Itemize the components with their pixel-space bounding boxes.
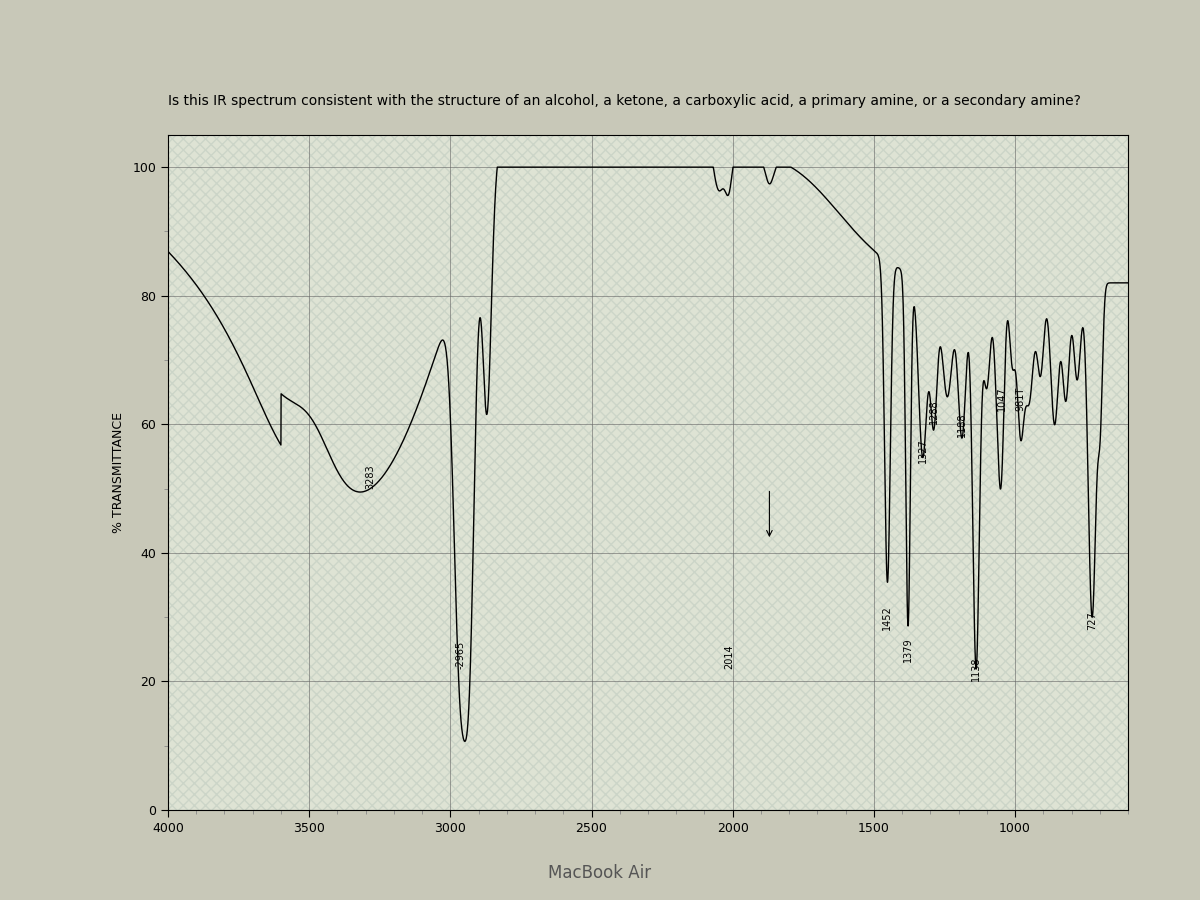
Text: 3283: 3283 — [366, 464, 376, 489]
Text: 1188: 1188 — [956, 412, 967, 437]
Text: 2014: 2014 — [724, 644, 733, 669]
Text: MacBook Air: MacBook Air — [548, 864, 652, 882]
Text: 981T: 981T — [1015, 387, 1026, 411]
Text: -2965: -2965 — [455, 640, 466, 669]
Text: 727: 727 — [1087, 611, 1097, 630]
Y-axis label: % TRANSMITTANCE: % TRANSMITTANCE — [113, 412, 125, 533]
Text: 1452: 1452 — [882, 605, 893, 630]
Text: 1379: 1379 — [904, 637, 913, 662]
Text: 1288: 1288 — [929, 400, 938, 424]
Text: Is this IR spectrum consistent with the structure of an alcohol, a ketone, a car: Is this IR spectrum consistent with the … — [168, 94, 1081, 108]
Text: 1138: 1138 — [971, 657, 982, 681]
Text: 1327: 1327 — [918, 438, 928, 463]
Text: 1047: 1047 — [997, 387, 1007, 411]
